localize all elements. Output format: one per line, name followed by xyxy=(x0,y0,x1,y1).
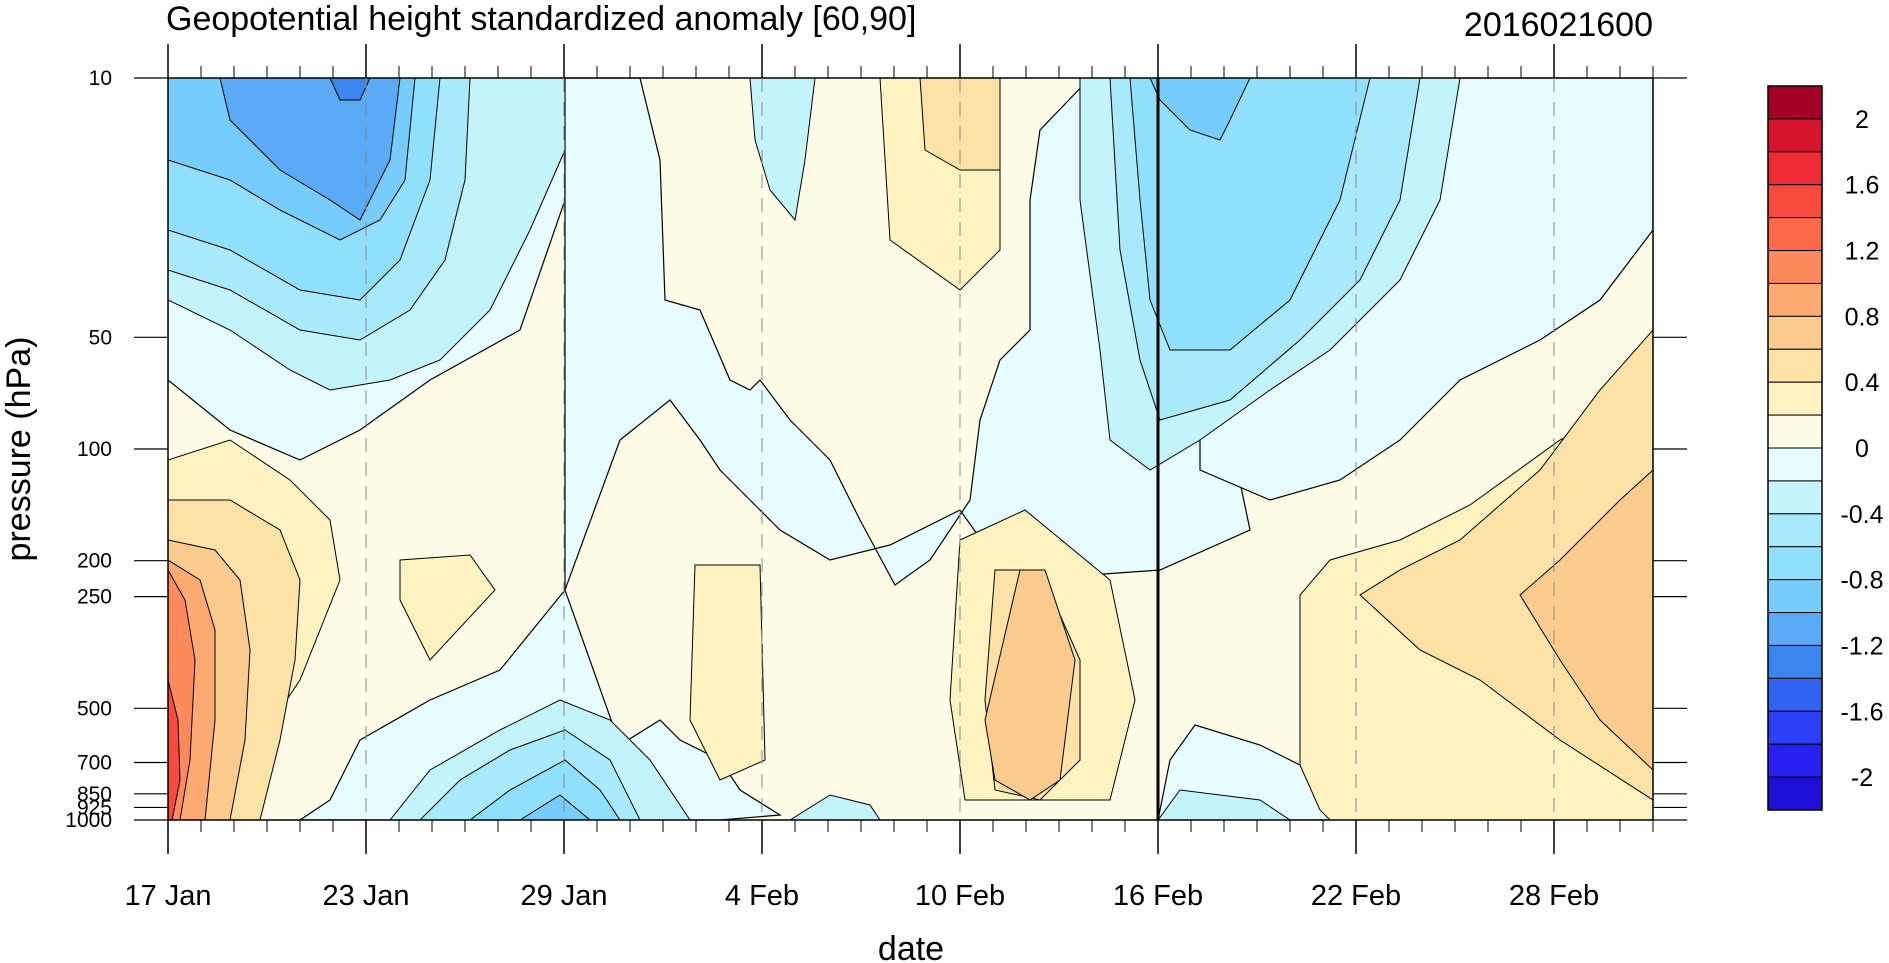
y-tick-label: 250 xyxy=(77,586,112,609)
colorbar-label: 0 xyxy=(1855,435,1869,463)
colorbar-swatch xyxy=(1767,513,1823,548)
x-axis: 17 Jan 23 Jan 29 Jan 4 Feb 10 Feb 16 Feb 22 Fe… xyxy=(124,44,1654,912)
colorbar-swatch xyxy=(1767,743,1823,778)
chart-title: Geopotential height standardized anomaly… xyxy=(166,0,916,38)
colorbar-swatch xyxy=(1767,118,1823,153)
y-tick-label: 925 xyxy=(77,796,112,819)
colorbar-label: 1.2 xyxy=(1845,238,1880,266)
y-tick-label: 1000 xyxy=(65,809,112,832)
colorbar-swatch xyxy=(1767,612,1823,646)
colorbar-label: 0.4 xyxy=(1845,369,1880,397)
chart-date-stamp: 2016021600 xyxy=(1464,6,1653,44)
colorbar-label: 0.8 xyxy=(1845,303,1880,331)
x-tick-label: 28 Feb xyxy=(1509,880,1599,912)
y-tick-label: 100 xyxy=(77,438,112,461)
colorbar-label: -1.6 xyxy=(1840,698,1883,726)
x-tick-label: 22 Feb xyxy=(1311,880,1401,912)
colorbar-swatch xyxy=(1767,644,1823,679)
colorbar-swatch xyxy=(1767,414,1823,449)
y-tick-label: 50 xyxy=(89,326,112,349)
colorbar-swatch xyxy=(1767,250,1823,284)
x-tick-label: 10 Feb xyxy=(915,880,1005,912)
colorbar-label: 2 xyxy=(1855,106,1869,134)
y-tick-label: 850 xyxy=(77,783,112,806)
colorbar-label: -0.4 xyxy=(1840,501,1883,529)
x-tick-label: 17 Jan xyxy=(124,880,211,912)
contour-band-neg0.8-feb16 xyxy=(1129,78,1371,351)
colorbar-swatch xyxy=(1767,282,1823,317)
contour-band-0.2-mid xyxy=(399,554,496,661)
colorbar-swatch xyxy=(1767,710,1823,745)
colorbar-swatch xyxy=(1767,151,1823,186)
contour-band-0.4-feb2 xyxy=(919,78,1001,171)
y-tick-label: 500 xyxy=(77,697,112,720)
x-tick-label: 29 Jan xyxy=(520,880,607,912)
colorbar-swatch xyxy=(1767,348,1823,383)
contour-fills xyxy=(168,78,1653,820)
contour-band-1.6 xyxy=(168,679,181,820)
contour-band-neg0.4-feb16-bottom xyxy=(1157,789,1291,820)
colorbar-frame xyxy=(1767,85,1823,811)
colorbar-swatch xyxy=(1767,546,1823,581)
x-axis-title: date xyxy=(878,930,944,963)
colorbar-swatch xyxy=(1767,776,1823,811)
colorbar-swatch xyxy=(1767,184,1823,219)
contour-band-0.2-feb xyxy=(689,564,766,781)
colorbar-swatch xyxy=(1767,579,1823,614)
y-tick-label: 700 xyxy=(77,752,112,775)
colorbar-swatch xyxy=(1767,677,1823,712)
y-tick-label: 10 xyxy=(89,67,112,90)
colorbar-swatch xyxy=(1767,315,1823,350)
contour-band-0.6-late xyxy=(1519,469,1653,771)
y-tick-label: 200 xyxy=(77,550,112,573)
colorbar-swatch xyxy=(1767,85,1823,120)
colorbar-label: 1.6 xyxy=(1845,172,1880,200)
contour-band-neg0.8-jan29 xyxy=(469,759,621,820)
colorbar-label: -1.2 xyxy=(1840,632,1883,660)
contour-band-neg1.0-feb16 xyxy=(1149,78,1251,141)
contour-band-neg0.4-feb5-bottom xyxy=(789,794,881,820)
contour-band-neg1.0-jan29 xyxy=(519,794,591,820)
x-tick-label: 4 Feb xyxy=(725,880,799,912)
contour-band-neg0.6-feb6 xyxy=(749,78,816,222)
colorbar-label: -0.8 xyxy=(1840,567,1883,595)
colorbar-swatch xyxy=(1767,447,1823,482)
contour-band-0.6-feb10 xyxy=(984,569,1076,801)
contour-band-neg1.4 xyxy=(329,78,371,101)
colorbar-swatch xyxy=(1767,381,1823,416)
colorbar-swatch xyxy=(1767,217,1823,252)
x-tick-label: 16 Feb xyxy=(1113,880,1203,912)
y-axis-title: pressure (hPa) xyxy=(0,337,38,562)
colorbar-swatch xyxy=(1767,480,1823,515)
colorbar-label: -2 xyxy=(1851,764,1873,792)
contour-band-neg1.2 xyxy=(219,78,401,221)
colorbar: 2 1.6 1.2 0.8 0.4 0 -0.4 -0.8 -1.2 -1.6 -2 xyxy=(1767,85,1884,811)
x-tick-label: 23 Jan xyxy=(322,880,409,912)
